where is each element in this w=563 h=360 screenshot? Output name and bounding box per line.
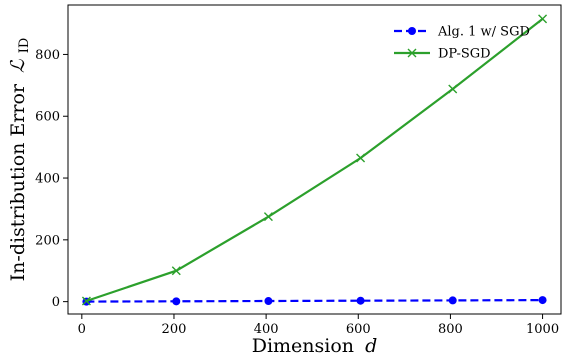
plot-area (67, 4, 562, 315)
legend-label: DP-SGD (438, 47, 491, 62)
series-line (86, 299, 543, 303)
series-layer (81, 14, 548, 306)
data-point (264, 297, 273, 306)
data-point (538, 14, 548, 24)
y-axis-label-text: In-distribution Error (7, 83, 29, 281)
x-tick-label: 400 (254, 322, 279, 337)
legend-marker (407, 48, 417, 58)
data-point (171, 266, 181, 276)
data-point (356, 296, 365, 305)
axes: 0 200 400 600 800 1000 0 200 400 600 800 (35, 48, 559, 337)
series-line (86, 18, 544, 303)
x-tick-label: 600 (346, 322, 371, 337)
x-tick-label: 200 (162, 322, 187, 337)
data-point (172, 297, 181, 306)
plot-frame (67, 4, 562, 315)
y-axis-label-symbol: ℒ (7, 58, 29, 73)
data-point (448, 296, 457, 305)
x-tick-label: 0 (78, 322, 86, 337)
y-tick-label: 400 (35, 172, 60, 187)
data-point (81, 296, 91, 306)
data-point (538, 296, 547, 305)
legend-entry-1: DP-SGD (394, 47, 491, 62)
legend-marker (408, 27, 416, 35)
x-axis-label: Dimension d (252, 335, 378, 357)
y-axis-label: In-distribution Error ℒ ID (7, 38, 32, 282)
legend-entry-0: Alg. 1 w/ SGD (394, 25, 530, 40)
data-point (356, 153, 366, 163)
y-axis-label-subscript: ID (17, 38, 32, 54)
y-tick-label: 0 (52, 295, 60, 310)
y-tick-label: 800 (35, 48, 60, 63)
data-point (263, 212, 273, 222)
legend: Alg. 1 w/ SGD DP-SGD (394, 25, 530, 62)
x-axis-label-var: d (365, 335, 377, 357)
legend-label: Alg. 1 w/ SGD (437, 25, 530, 40)
y-tick-label: 200 (35, 233, 60, 248)
x-tick-label: 800 (438, 322, 463, 337)
x-tick-label: 1000 (526, 322, 559, 337)
series-1 (81, 14, 548, 306)
x-axis-label-text: Dimension (252, 335, 354, 357)
series-0 (82, 296, 547, 306)
data-point (448, 84, 458, 94)
y-tick-label: 600 (35, 110, 60, 125)
